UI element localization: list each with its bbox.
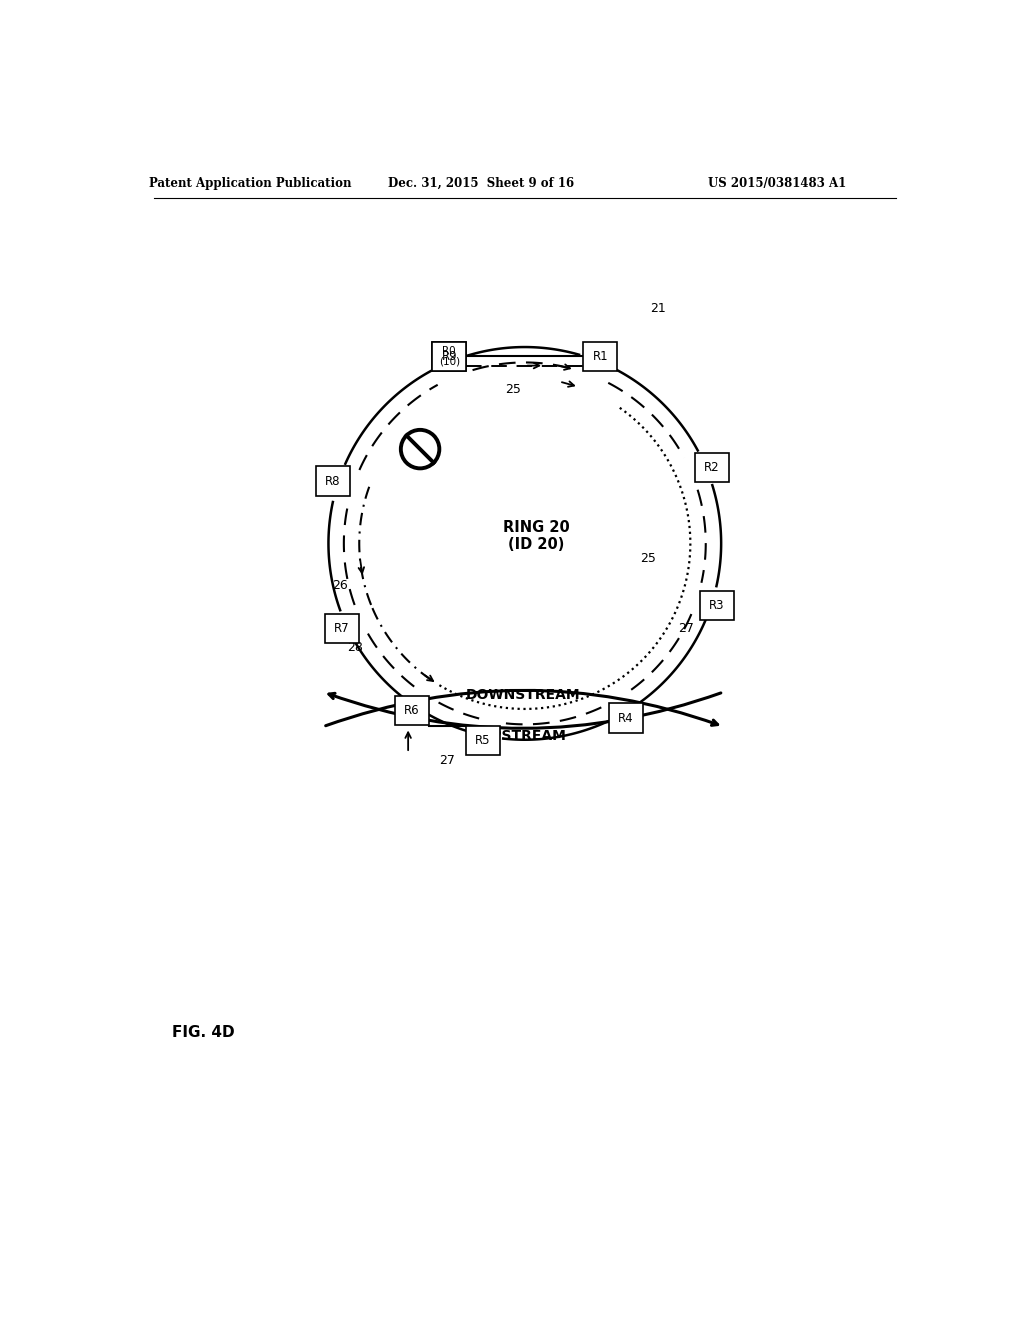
Text: 25: 25 xyxy=(640,552,656,565)
Text: UPSTREAM: UPSTREAM xyxy=(480,729,566,743)
FancyBboxPatch shape xyxy=(699,591,733,620)
Text: RING 20
(ID 20): RING 20 (ID 20) xyxy=(503,520,569,552)
FancyBboxPatch shape xyxy=(395,696,429,725)
Text: R7: R7 xyxy=(334,622,350,635)
FancyBboxPatch shape xyxy=(432,342,466,371)
FancyBboxPatch shape xyxy=(432,342,466,371)
Text: R8: R8 xyxy=(326,475,341,487)
Text: R3: R3 xyxy=(709,599,724,612)
Text: Dec. 31, 2015  Sheet 9 of 16: Dec. 31, 2015 Sheet 9 of 16 xyxy=(388,177,574,190)
FancyBboxPatch shape xyxy=(316,466,350,496)
Text: R9: R9 xyxy=(441,350,457,363)
Text: 27: 27 xyxy=(438,754,455,767)
Text: R0
(10): R0 (10) xyxy=(438,346,460,367)
Text: R5: R5 xyxy=(475,734,490,747)
Text: 27: 27 xyxy=(679,622,694,635)
Text: FIG. 4D: FIG. 4D xyxy=(172,1024,236,1040)
Text: DOWNSTREAM: DOWNSTREAM xyxy=(466,689,581,702)
Text: R6: R6 xyxy=(404,704,420,717)
Text: R1: R1 xyxy=(593,350,608,363)
FancyBboxPatch shape xyxy=(584,342,617,371)
Text: US 2015/0381483 A1: US 2015/0381483 A1 xyxy=(709,177,847,190)
Text: 21: 21 xyxy=(650,302,666,315)
Text: R2: R2 xyxy=(705,461,720,474)
Text: Patent Application Publication: Patent Application Publication xyxy=(148,177,351,190)
Text: 26: 26 xyxy=(332,579,348,593)
Text: 25: 25 xyxy=(505,383,521,396)
FancyBboxPatch shape xyxy=(466,726,500,755)
Text: R4: R4 xyxy=(617,711,634,725)
Text: 28: 28 xyxy=(347,640,364,653)
FancyBboxPatch shape xyxy=(325,614,358,643)
FancyBboxPatch shape xyxy=(695,453,729,482)
FancyBboxPatch shape xyxy=(608,704,643,733)
